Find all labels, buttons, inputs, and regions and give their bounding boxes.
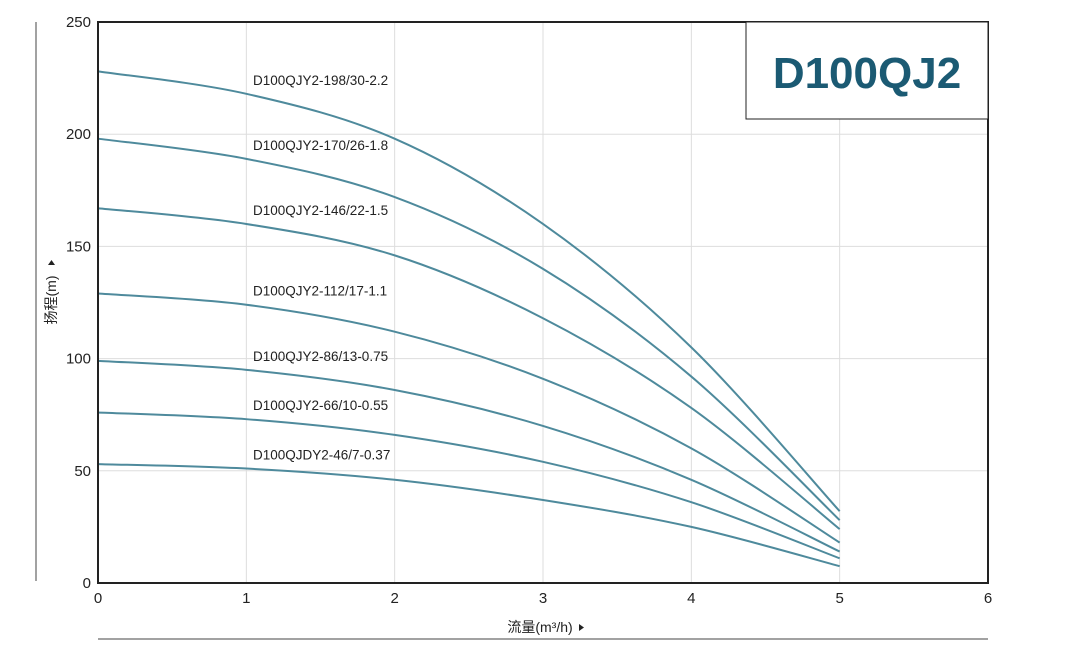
series-label: D100QJDY2-46/7-0.37 (253, 448, 390, 463)
y-tick-label: 250 (66, 14, 91, 31)
x-tick-label: 3 (539, 590, 547, 607)
x-tick-label: 6 (984, 590, 992, 607)
x-tick-label: 0 (94, 590, 102, 607)
x-tick-labels: 0 1 2 3 4 5 6 (94, 590, 992, 607)
series-line (97, 359, 841, 553)
plot-frame (97, 21, 989, 584)
chart-title: D100QJ2 (773, 49, 961, 98)
x-tick-label: 1 (242, 590, 250, 607)
x-axis-title: 流量(m³/h) (507, 619, 584, 635)
x-tick-label: 4 (687, 590, 695, 607)
x-axis-arrow-icon (579, 624, 584, 631)
y-tick-label: 50 (74, 463, 91, 480)
y-tick-labels: 0 50 100 150 200 250 (66, 14, 91, 592)
series-line (97, 207, 841, 530)
x-tick-label: 2 (390, 590, 398, 607)
y-tick-label: 0 (83, 575, 91, 592)
series-line (97, 137, 841, 521)
y-axis-title: 扬程(m) (43, 260, 59, 325)
series-label: D100QJY2-170/26-1.8 (253, 138, 388, 153)
y-tick-label: 150 (66, 238, 91, 255)
curves (97, 70, 841, 568)
y-axis-arrow-icon (48, 260, 55, 265)
series-label: D100QJY2-86/13-0.75 (253, 349, 388, 364)
series-line (97, 463, 840, 568)
x-axis-label: 流量(m³/h) (507, 619, 572, 635)
series-line (97, 292, 841, 544)
y-axis-label: 扬程(m) (43, 276, 59, 325)
title-box: D100QJ2 (745, 21, 989, 120)
grid (97, 21, 989, 584)
series-line (97, 70, 841, 512)
series-labels: D100QJY2-198/30-2.2 D100QJY2-170/26-1.8 D1… (253, 73, 390, 463)
y-tick-label: 100 (66, 351, 91, 368)
series-label: D100QJY2-66/10-0.55 (253, 398, 388, 413)
series-label: D100QJY2-198/30-2.2 (253, 73, 388, 88)
series-line (97, 411, 841, 560)
y-tick-label: 200 (66, 126, 91, 143)
x-tick-label: 5 (835, 590, 843, 607)
series-label: D100QJY2-146/22-1.5 (253, 203, 388, 218)
series-label: D100QJY2-112/17-1.1 (253, 284, 387, 299)
